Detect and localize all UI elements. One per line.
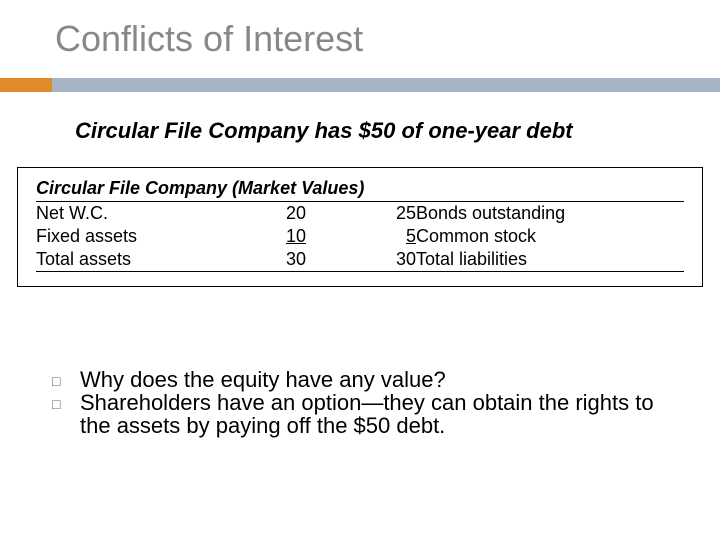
table-row: Total assets 30 30 Total liabilities [36, 248, 684, 272]
accent-gray [52, 78, 720, 92]
cell-left-label: Net W.C. [36, 202, 196, 226]
slide-subtitle: Circular File Company has $50 of one-yea… [75, 118, 573, 144]
cell-right-label: Total liabilities [416, 248, 684, 272]
slide-title: Conflicts of Interest [55, 18, 363, 60]
accent-bar [0, 78, 720, 92]
cell-right-label: Common stock [416, 225, 684, 248]
square-bullet-icon: □ [52, 368, 80, 391]
slide: Conflicts of Interest Circular File Comp… [0, 0, 720, 540]
table-row: Net W.C. 20 25 Bonds outstanding [36, 202, 684, 226]
cell-right-value: 30 [306, 248, 416, 272]
bullet-list: □ Why does the equity have any value? □ … [52, 368, 680, 437]
table-row: Fixed assets 10 5 Common stock [36, 225, 684, 248]
list-item: □ Shareholders have an option—they can o… [52, 391, 680, 437]
cell-left-value: 20 [196, 202, 306, 226]
square-bullet-icon: □ [52, 391, 80, 437]
table-rule-bottom [36, 272, 684, 275]
accent-orange [0, 78, 52, 92]
cell-left-label: Total assets [36, 248, 196, 272]
cell-left-value: 10 [196, 225, 306, 248]
cell-left-value: 30 [196, 248, 306, 272]
cell-right-label: Bonds outstanding [416, 202, 684, 226]
cell-right-value: 5 [306, 225, 416, 248]
bullet-text: Why does the equity have any value? [80, 368, 680, 391]
table: Net W.C. 20 25 Bonds outstanding Fixed a… [36, 201, 684, 274]
cell-right-value: 25 [306, 202, 416, 226]
balance-sheet-table: Circular File Company (Market Values) Ne… [18, 168, 702, 286]
list-item: □ Why does the equity have any value? [52, 368, 680, 391]
table-title: Circular File Company (Market Values) [36, 178, 684, 199]
cell-left-label: Fixed assets [36, 225, 196, 248]
bullet-text: Shareholders have an option—they can obt… [80, 391, 680, 437]
